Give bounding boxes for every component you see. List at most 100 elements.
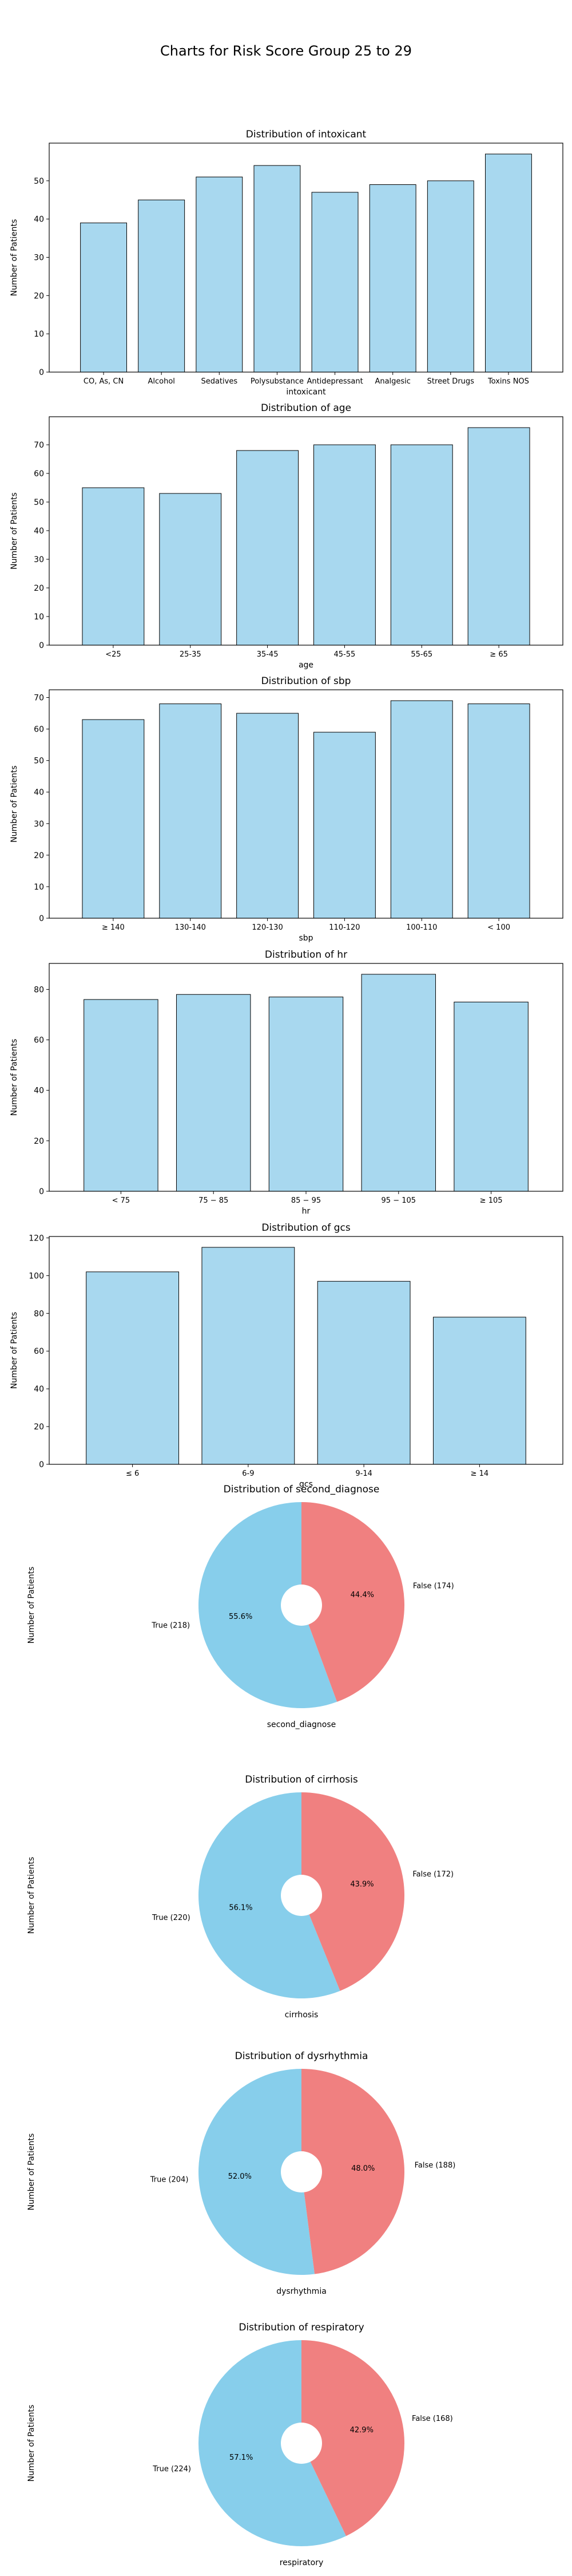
- chart-3: Distribution of sbp 0 10 20 30 40 50 60 70 ≥ 140 1…: [10, 675, 563, 943]
- bar-3: [268, 997, 344, 1192]
- chart-8: Distribution of dysrhythmia 52.0% True (20…: [27, 2050, 455, 2296]
- y-tick-label: 80: [34, 985, 44, 994]
- chart-title: Distribution of second_diagnose: [224, 1484, 380, 1495]
- y-tick-label: 40: [34, 215, 44, 224]
- x-tick-label: Sedatives: [201, 377, 237, 386]
- y-tick-label: 80: [34, 1309, 44, 1318]
- y-tick-label: 0: [39, 368, 44, 377]
- y-axis-label: Number of Patients: [10, 1039, 19, 1116]
- y-tick-label: 30: [34, 555, 44, 564]
- y-tick-label: 10: [34, 883, 44, 892]
- x-tick-label: 6-9: [242, 1469, 254, 1478]
- x-axis-label: hr: [302, 1207, 311, 1216]
- pie-center-hole: [281, 2423, 322, 2464]
- chart-6: Distribution of second_diagnose 55.6% True…: [27, 1484, 454, 1729]
- y-tick-label: 20: [34, 1423, 44, 1432]
- x-tick-label: 35-45: [257, 650, 279, 659]
- y-tick-label: 70: [34, 693, 44, 702]
- y-axis-label: Number of Patients: [27, 2134, 36, 2211]
- x-axis-label: second_diagnose: [267, 1720, 336, 1729]
- bar-8: [484, 153, 532, 373]
- y-axis-label: Number of Patients: [27, 1857, 36, 1934]
- chart-title: Distribution of hr: [265, 949, 347, 961]
- y-tick-label: 40: [34, 527, 44, 536]
- bar-5: [311, 192, 359, 373]
- pie-slice-2: [301, 2340, 404, 2537]
- bar-2: [201, 1247, 295, 1465]
- x-tick-label: Alcohol: [148, 377, 174, 386]
- pie-pct-label: 52.0%: [228, 2172, 252, 2181]
- pie-slice-1: [198, 2069, 315, 2275]
- chart-title: Distribution of intoxicant: [246, 129, 367, 140]
- y-axis-label: Number of Patients: [10, 492, 19, 570]
- chart-7: Distribution of cirrhosis 56.1% True (220)…: [27, 1774, 454, 2020]
- y-tick-label: 0: [39, 1187, 44, 1196]
- plot-frame: [49, 143, 563, 373]
- bar-4: [432, 1317, 526, 1465]
- y-tick-label: 10: [34, 613, 44, 622]
- bar-4: [313, 444, 376, 646]
- x-axis-label: gcs: [299, 1480, 313, 1489]
- bar-3: [236, 713, 299, 919]
- bar-1: [86, 1271, 180, 1465]
- y-tick-label: 20: [34, 851, 44, 860]
- chart-title: Distribution of gcs: [261, 1222, 351, 1234]
- x-tick-label: 110-120: [329, 923, 360, 932]
- bar-1: [82, 719, 145, 919]
- x-tick-label: 45-55: [334, 650, 356, 659]
- pie-pct-label: 56.1%: [229, 1904, 252, 1913]
- pie-slice-label: False (188): [415, 2161, 456, 2170]
- y-tick-label: 50: [34, 177, 44, 186]
- y-tick-label: 60: [34, 1036, 44, 1045]
- bar-7: [427, 180, 474, 373]
- bar-4: [313, 732, 376, 919]
- chart-title: Distribution of sbp: [261, 675, 351, 687]
- x-tick-label: ≥ 14: [471, 1469, 489, 1478]
- y-tick-label: 60: [34, 1347, 44, 1356]
- chart-2: Distribution of age 0 10 20 30 40 50 60 70 <25 25-…: [10, 402, 563, 670]
- x-tick-label: < 75: [112, 1196, 130, 1205]
- x-tick-label: Antidepressant: [307, 377, 363, 386]
- pie-center-hole: [281, 1585, 322, 1626]
- y-tick-label: 20: [34, 291, 44, 301]
- x-tick-label: <25: [105, 650, 121, 659]
- bar-1: [84, 999, 158, 1192]
- pie-slice-label: True (224): [152, 2465, 191, 2474]
- bar-4: [253, 165, 301, 373]
- pie-pct-label: 42.9%: [350, 2426, 374, 2435]
- x-axis-label: cirrhosis: [285, 2010, 319, 2020]
- x-tick-label: 130-140: [175, 923, 206, 932]
- x-tick-label: 9-14: [355, 1469, 372, 1478]
- bar-3: [236, 450, 299, 646]
- x-tick-label: 100-110: [406, 923, 437, 932]
- bar-5: [390, 444, 453, 646]
- pie-slice-label: True (218): [151, 1622, 190, 1630]
- y-axis-label: Number of Patients: [27, 1567, 36, 1644]
- y-tick-label: 60: [34, 469, 44, 479]
- chart-title: Distribution of dysrhythmia: [235, 2050, 368, 2062]
- y-tick-label: 50: [34, 757, 44, 766]
- pie-slice-label: True (220): [152, 1914, 190, 1922]
- y-tick-label: 40: [34, 1385, 44, 1394]
- bar-2: [159, 493, 222, 646]
- x-tick-label: 25-35: [180, 650, 201, 659]
- bar-5: [454, 1001, 529, 1192]
- bar-2: [138, 199, 185, 373]
- x-tick-label: 75 − 85: [198, 1196, 228, 1205]
- x-tick-label: Analgesic: [375, 377, 411, 386]
- y-tick-label: 50: [34, 498, 44, 507]
- bar-3: [317, 1281, 411, 1465]
- chart-title: Distribution of age: [261, 402, 351, 414]
- x-tick-label: 85 − 95: [291, 1196, 321, 1205]
- bar-6: [369, 184, 416, 373]
- x-tick-label: ≥ 105: [480, 1196, 503, 1205]
- y-tick-label: 30: [34, 253, 44, 262]
- pie-slice-2: [301, 1502, 405, 1702]
- pie-slice-1: [198, 2340, 347, 2546]
- y-tick-label: 0: [39, 641, 44, 650]
- y-tick-label: 40: [34, 1086, 44, 1096]
- pie-slice-label: False (172): [412, 1870, 454, 1879]
- pie-slice-1: [198, 1502, 337, 1708]
- x-tick-label: Toxins NOS: [487, 377, 529, 386]
